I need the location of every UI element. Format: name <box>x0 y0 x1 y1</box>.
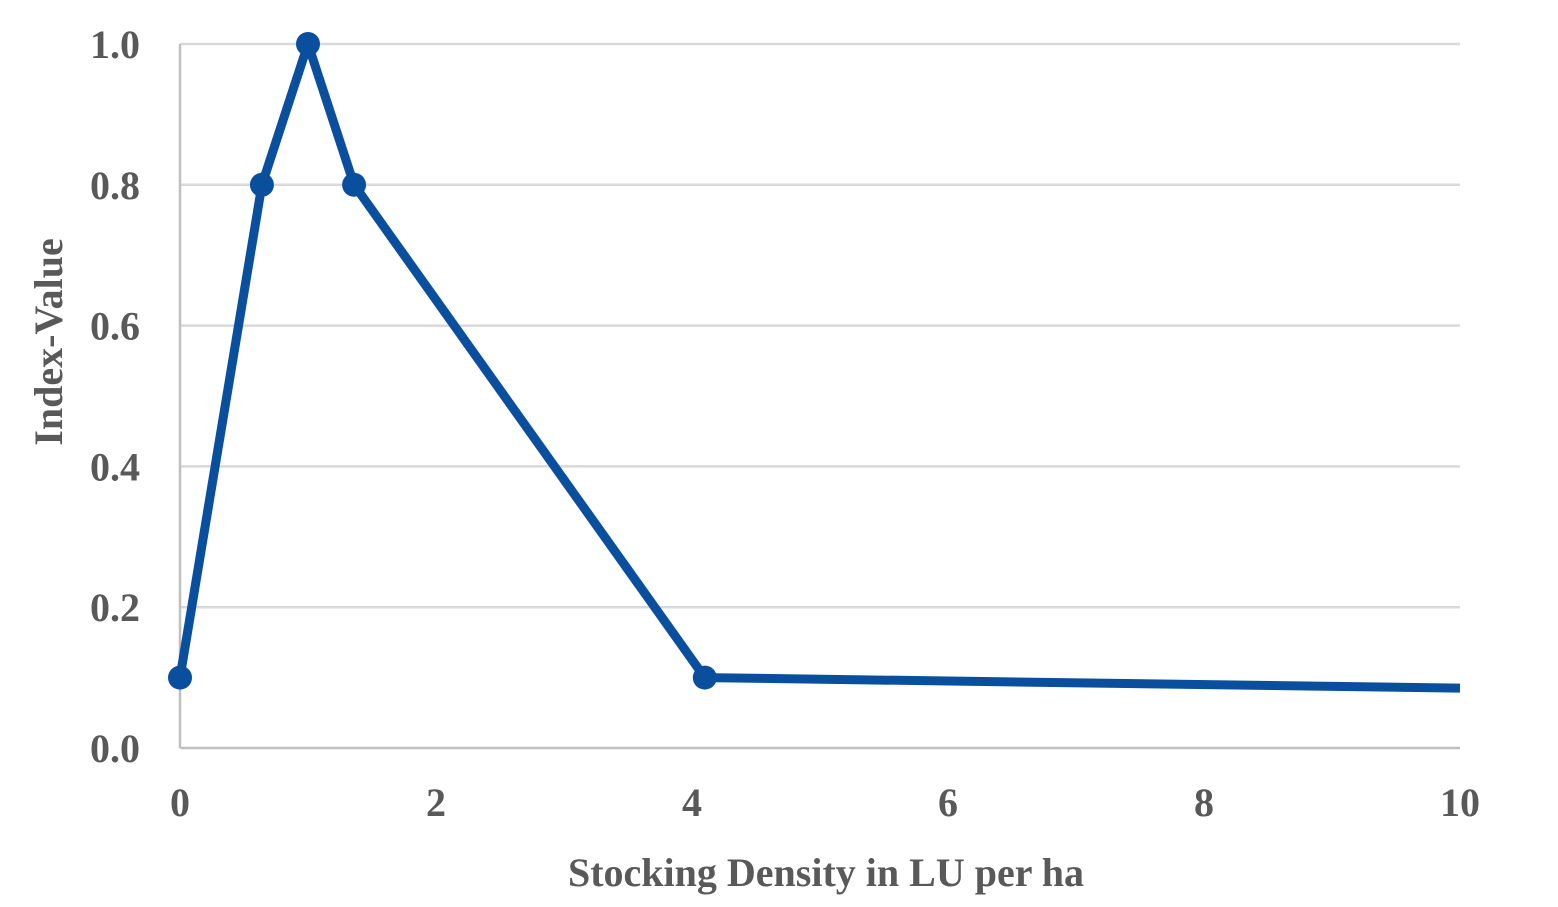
y-tick-label: 0.0 <box>90 726 140 771</box>
x-tick-label: 0 <box>170 780 190 825</box>
y-tick-label: 0.4 <box>90 444 140 489</box>
data-point <box>692 665 717 690</box>
x-tick-label: 10 <box>1440 780 1480 825</box>
data-point <box>168 665 192 690</box>
y-tick-label: 1.0 <box>90 22 140 67</box>
series-group <box>168 32 1461 693</box>
axes <box>178 44 1460 750</box>
data-point <box>296 32 320 56</box>
y-axis-title: Index-Value <box>26 238 71 445</box>
x-axis-title: Stocking Density in LU per ha <box>568 850 1084 895</box>
x-tick-label: 2 <box>426 780 446 825</box>
series-line <box>175 39 1461 693</box>
grid-lines <box>180 42 1460 609</box>
y-tick-labels: 0.0 0.2 0.4 0.6 0.8 1.0 <box>90 22 140 771</box>
x-tick-label: 8 <box>1194 780 1214 825</box>
data-point <box>342 172 367 197</box>
x-tick-label: 6 <box>938 780 958 825</box>
data-point <box>249 172 274 197</box>
x-tick-label: 4 <box>682 780 702 825</box>
y-tick-label: 0.8 <box>90 163 140 208</box>
x-tick-labels: 0 2 4 6 8 10 <box>170 780 1480 825</box>
y-tick-label: 0.6 <box>90 304 140 349</box>
y-tick-label: 0.2 <box>90 585 140 630</box>
